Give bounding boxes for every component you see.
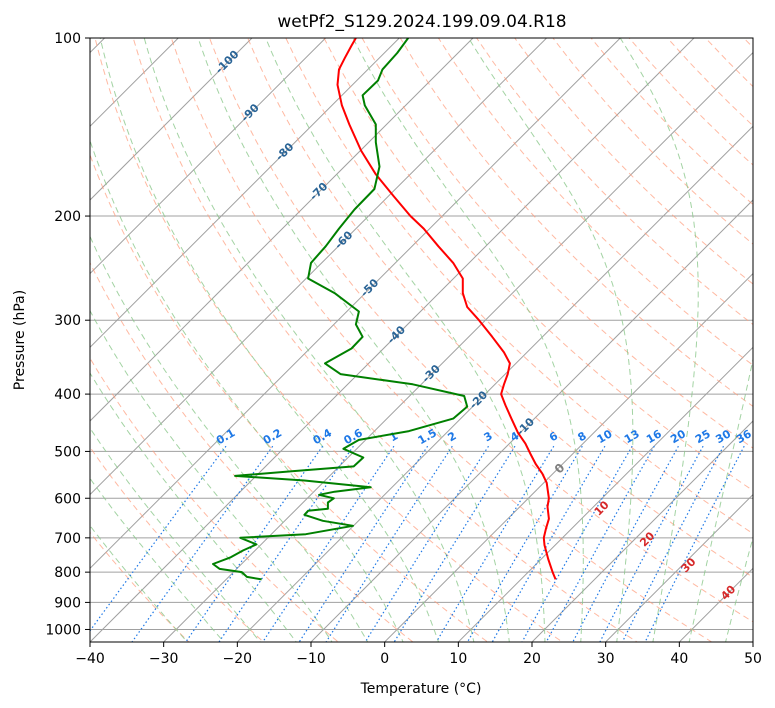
x-tick-label: 40	[670, 651, 688, 667]
moist-adiabat	[90, 235, 369, 642]
y-tick-label: 100	[54, 31, 81, 47]
mixing-ratio-line	[521, 445, 633, 642]
moist-adiabat	[99, 38, 440, 642]
isotherm-line	[90, 38, 401, 349]
x-tick-label: 10	[449, 651, 467, 667]
dry-adiabat	[94, 38, 564, 642]
mixing-ratio-line	[491, 445, 606, 642]
isotherm-line	[90, 38, 327, 275]
isotherm-line	[236, 125, 753, 642]
y-tick-label: 300	[54, 313, 81, 329]
mixing-ratio-line	[545, 445, 655, 642]
mixing-ratio-line	[393, 445, 516, 642]
dry-adiabat	[285, 38, 753, 535]
moist-adiabat	[688, 356, 753, 642]
moist-adiabat	[90, 427, 261, 642]
dry-adiabat	[208, 38, 753, 623]
mixing-ratio-line	[325, 445, 453, 642]
isotherm-line	[0, 11, 58, 654]
mixing-ratio-line	[90, 445, 227, 632]
y-tick-label: 500	[54, 444, 81, 460]
dry-adiabat	[90, 446, 265, 642]
dry-adiabat	[514, 38, 753, 285]
mixing-ratio-line	[599, 445, 704, 642]
moist-adiabat	[619, 38, 699, 642]
mixing-ratio-line	[218, 445, 354, 642]
dry-adiabat	[755, 11, 775, 654]
x-tick-label: −30	[149, 651, 179, 667]
mixing-ratio-label: 36	[734, 427, 754, 446]
isotherm-line	[90, 38, 180, 128]
moist-adiabat	[725, 535, 753, 642]
dry-adiabat	[323, 38, 753, 492]
isotherm-line	[90, 38, 695, 642]
isotherm-line	[604, 493, 753, 642]
y-tick-label: 400	[54, 387, 81, 403]
mixing-ratio-line	[572, 445, 679, 642]
y-tick-label: 800	[54, 565, 81, 581]
dry-adiabat	[90, 357, 339, 642]
x-axis-title: Temperature (°C)	[360, 681, 482, 697]
background-lines	[0, 11, 775, 654]
x-tick-label: −10	[296, 651, 326, 667]
mixing-ratio-line	[185, 445, 324, 642]
dry-adiabat	[476, 38, 753, 326]
y-tick-label: 700	[54, 531, 81, 547]
moist-adiabat	[197, 38, 510, 642]
moist-adiabat	[143, 38, 475, 642]
moist-adiabat	[265, 38, 546, 642]
x-tick-label: 30	[597, 651, 615, 667]
isotherm-line	[310, 199, 753, 642]
x-tick-label: −20	[223, 651, 253, 667]
x-tick-label: 20	[523, 651, 541, 667]
plot-frame	[89, 37, 754, 643]
isotherm-line	[531, 420, 753, 642]
plot-area	[90, 38, 753, 642]
isotherm-line	[90, 38, 253, 201]
moist-adiabat	[90, 372, 297, 642]
y-tick-label: 200	[54, 209, 81, 225]
chart-title: wetPf2_S129.2024.199.09.04.R18	[277, 12, 566, 32]
mixing-ratio-line	[298, 445, 429, 642]
dry-adiabat	[437, 38, 753, 366]
moist-adiabat	[467, 38, 634, 642]
moist-adiabat	[352, 38, 584, 642]
x-tick-label: 0	[380, 651, 389, 667]
isotherm-line	[457, 346, 753, 642]
x-tick-label: 50	[744, 651, 762, 667]
y-tick-label: 1000	[45, 622, 81, 638]
x-tick-label: −40	[75, 651, 105, 667]
isotherm-line	[90, 38, 474, 422]
moist-adiabat	[90, 477, 225, 642]
mixing-ratio-line	[364, 445, 490, 642]
profile-lines	[212, 38, 557, 581]
moist-adiabat	[90, 139, 404, 642]
temperature-profile-line	[336, 38, 557, 580]
dry-adiabat	[170, 38, 713, 642]
moist-adiabat	[90, 309, 333, 642]
x-axis: −40 −30 −20 −10 0 10 20 30 40 50	[75, 642, 762, 667]
isotherm-line	[90, 38, 548, 496]
y-axis: 100 200 300 400 500 600 700 800 900 1000	[45, 31, 90, 638]
mixing-ratio-line	[262, 445, 395, 642]
dewpoint-profile-line	[212, 38, 469, 581]
isotherm-line	[90, 38, 622, 570]
y-axis-title: Pressure (hPa)	[12, 290, 28, 390]
y-tick-label: 900	[54, 595, 81, 611]
y-tick-label: 600	[54, 491, 81, 507]
dry-adiabat	[90, 153, 489, 642]
dry-adiabat	[90, 261, 414, 642]
isotherm-line	[383, 272, 753, 642]
